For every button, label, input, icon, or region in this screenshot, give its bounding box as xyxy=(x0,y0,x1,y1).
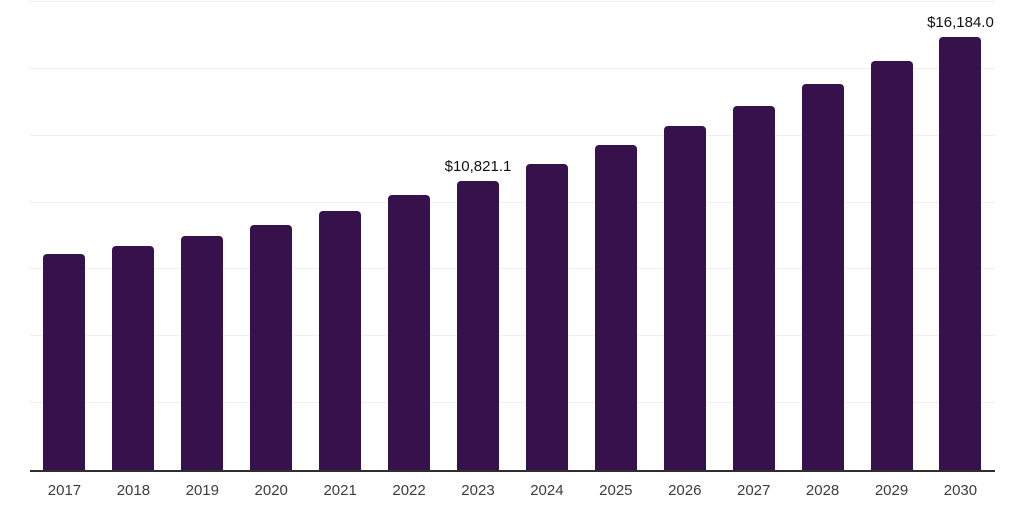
bar-2018 xyxy=(112,246,155,470)
x-tick-2024: 2024 xyxy=(530,482,564,499)
bar-group-2025 xyxy=(581,2,650,470)
bar-group-2024 xyxy=(512,2,581,470)
bar-2027 xyxy=(732,105,775,470)
bar-group-2021 xyxy=(306,2,375,470)
x-tick-2030: 2030 xyxy=(943,482,978,499)
x-axis-line xyxy=(30,470,995,472)
bars-row: $10,821.1 $16,184.0 xyxy=(30,2,995,470)
x-tick-2018: 2018 xyxy=(116,482,151,499)
x-tick-2026: 2026 xyxy=(668,482,702,499)
x-tick-2023: 2023 xyxy=(461,482,495,499)
x-tick-2020: 2020 xyxy=(254,482,288,499)
x-tick-2022: 2022 xyxy=(392,482,426,499)
bar-2029 xyxy=(870,61,913,470)
bar-group-2026 xyxy=(650,2,719,470)
x-tick-2029: 2029 xyxy=(874,482,909,499)
x-tick-2021: 2021 xyxy=(323,482,357,499)
gridline-15000 xyxy=(30,67,995,69)
bar-group-2020 xyxy=(237,2,306,470)
gridline-10000 xyxy=(30,201,995,203)
bar-2017 xyxy=(43,254,86,470)
bar-2028 xyxy=(801,84,844,470)
bar-group-2029 xyxy=(857,2,926,470)
bar-group-2019 xyxy=(168,2,237,470)
bar-2024 xyxy=(525,163,568,470)
data-label-2023: $10,821.1 xyxy=(444,157,512,175)
x-tick-2027: 2027 xyxy=(736,482,771,499)
bar-2021 xyxy=(319,211,362,470)
gridline-7500 xyxy=(30,268,995,270)
bar-group-2028 xyxy=(788,2,857,470)
gridline-2500 xyxy=(30,402,995,404)
x-tick-2019: 2019 xyxy=(185,482,219,499)
x-tick-2017: 2017 xyxy=(47,482,82,499)
bar-2030 xyxy=(939,37,982,470)
x-tick-2025: 2025 xyxy=(599,482,633,499)
bar-2020 xyxy=(250,225,293,470)
bar-group-2018 xyxy=(99,2,168,470)
bar-2026 xyxy=(663,126,706,470)
bar-group-2030: $16,184.0 xyxy=(926,2,995,470)
gridline-12500 xyxy=(30,134,995,136)
bar-group-2017 xyxy=(30,2,99,470)
x-axis-labels: 2017 2018 2019 2020 2021 2022 2023 2024 2025 2026… xyxy=(30,482,995,499)
data-label-2030: $16,184.0 xyxy=(927,14,994,32)
bar-group-2023: $10,821.1 xyxy=(444,2,513,470)
bar-2025 xyxy=(594,145,637,470)
bar-2022 xyxy=(388,195,431,470)
x-tick-2028: 2028 xyxy=(805,482,840,499)
gridline-17500 xyxy=(30,1,995,2)
bar-2023 xyxy=(456,180,499,470)
plot-area: $10,821.1 $16,184.0 xyxy=(30,1,995,470)
bar-group-2027 xyxy=(719,2,788,470)
bar-2019 xyxy=(181,236,224,470)
gridline-5000 xyxy=(30,335,995,337)
bar-group-2022 xyxy=(375,2,444,470)
